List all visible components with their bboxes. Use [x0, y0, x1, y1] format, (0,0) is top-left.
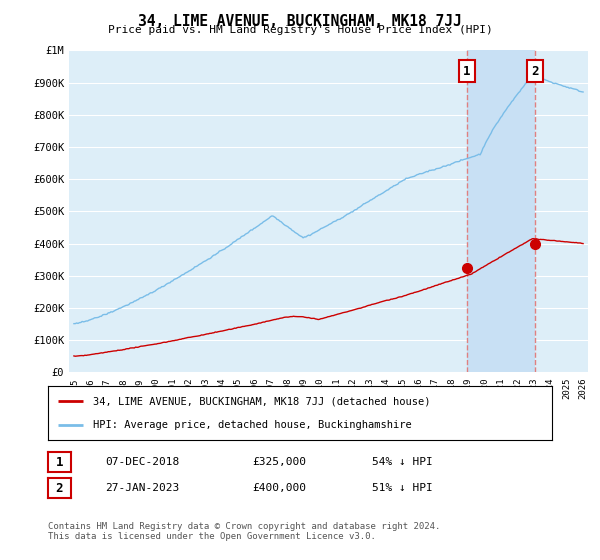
Text: Price paid vs. HM Land Registry's House Price Index (HPI): Price paid vs. HM Land Registry's House …: [107, 25, 493, 35]
Text: 34, LIME AVENUE, BUCKINGHAM, MK18 7JJ (detached house): 34, LIME AVENUE, BUCKINGHAM, MK18 7JJ (d…: [94, 396, 431, 407]
Text: 1: 1: [463, 65, 470, 78]
Text: 34, LIME AVENUE, BUCKINGHAM, MK18 7JJ: 34, LIME AVENUE, BUCKINGHAM, MK18 7JJ: [138, 14, 462, 29]
Text: 1: 1: [56, 455, 63, 469]
Text: £325,000: £325,000: [252, 457, 306, 467]
Text: HPI: Average price, detached house, Buckinghamshire: HPI: Average price, detached house, Buck…: [94, 419, 412, 430]
Text: £400,000: £400,000: [252, 483, 306, 493]
Text: Contains HM Land Registry data © Crown copyright and database right 2024.
This d: Contains HM Land Registry data © Crown c…: [48, 522, 440, 542]
Text: 2: 2: [532, 65, 539, 78]
Text: 51% ↓ HPI: 51% ↓ HPI: [372, 483, 433, 493]
Text: 54% ↓ HPI: 54% ↓ HPI: [372, 457, 433, 467]
Text: 2: 2: [56, 482, 63, 495]
Bar: [467, 50, 535, 372]
Text: 07-DEC-2018: 07-DEC-2018: [105, 457, 179, 467]
Text: 27-JAN-2023: 27-JAN-2023: [105, 483, 179, 493]
